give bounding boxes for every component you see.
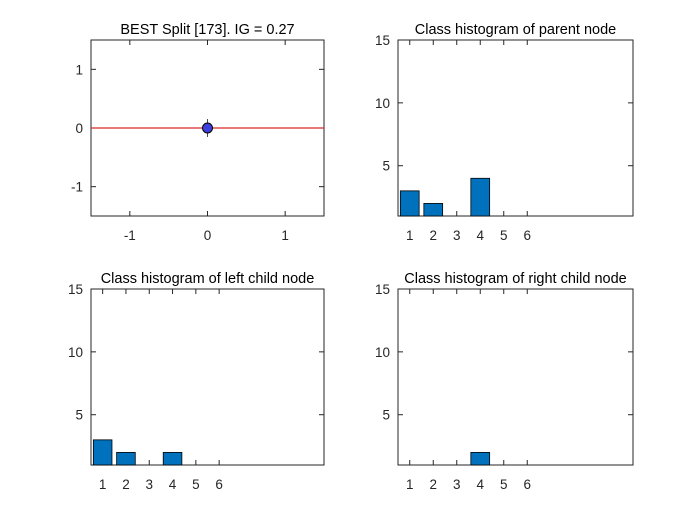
chart-title: Class histogram of parent node — [415, 22, 617, 38]
y-tick-label: -1 — [71, 180, 83, 195]
y-tick-label: 10 — [375, 96, 390, 111]
axes-marks: -1 0 1 -1 0 1 — [71, 40, 324, 243]
bar — [162, 452, 183, 466]
bar — [470, 177, 491, 217]
data-point — [202, 122, 213, 134]
chart-title: Class histogram of left child node — [101, 271, 315, 287]
x-tick-label: 5 — [500, 228, 508, 243]
chart-title: Class histogram of right child node — [404, 271, 626, 287]
subplot-parent-histogram: Class histogram of parent node 5 10 15 1 2 3 4… — [375, 22, 634, 243]
y-tick-label: 0 — [75, 121, 83, 136]
y-tick-label: 5 — [382, 159, 390, 174]
axes-box — [90, 288, 325, 466]
x-tick-label: 5 — [500, 477, 508, 492]
x-tick-label: 2 — [429, 228, 437, 243]
subplot-right-child-histogram: Class histogram of right child node 5 10 1… — [375, 271, 634, 492]
x-tick-label: -1 — [124, 228, 136, 243]
x-tick-label: 3 — [453, 477, 461, 492]
x-tick-label: 1 — [406, 228, 414, 243]
y-tick-label: 5 — [382, 408, 390, 423]
axes-box — [397, 288, 634, 466]
x-tick-label: 6 — [215, 477, 223, 492]
x-tick-label: 2 — [429, 477, 437, 492]
x-tick-label: 4 — [476, 477, 484, 492]
bar — [423, 203, 444, 217]
bar — [116, 452, 136, 466]
x-tick-label: 1 — [281, 228, 289, 243]
x-tick-label: 2 — [122, 477, 130, 492]
x-tick-label: 6 — [523, 477, 531, 492]
x-tick-label: 3 — [453, 228, 461, 243]
bar — [92, 439, 113, 466]
bar — [470, 452, 491, 466]
bar — [399, 190, 420, 217]
y-tick-label: 15 — [375, 282, 390, 297]
x-tick-label: 5 — [192, 477, 200, 492]
x-tick-label: 0 — [204, 228, 212, 243]
x-tick-label: 6 — [523, 228, 531, 243]
x-tick-label: 1 — [406, 477, 414, 492]
y-tick-label: 15 — [68, 282, 83, 297]
x-tick-label: 3 — [145, 477, 153, 492]
x-tick-label: 4 — [169, 477, 177, 492]
x-tick-label: 4 — [476, 228, 484, 243]
y-tick-label: 5 — [75, 408, 83, 423]
subplot-best-split: BEST Split [173]. IG = 0.27 -1 0 1 -1 0 1 — [71, 22, 325, 243]
subplot-left-child-histogram: Class histogram of left child node 51015… — [68, 271, 325, 492]
y-tick-label: 10 — [68, 345, 83, 360]
y-tick-label: 10 — [375, 345, 390, 360]
x-tick-label: 1 — [99, 477, 107, 492]
chart-title: BEST Split [173]. IG = 0.27 — [120, 22, 294, 38]
axes-box — [397, 39, 634, 217]
y-tick-label: 15 — [375, 33, 390, 48]
y-tick-label: 1 — [75, 62, 83, 77]
